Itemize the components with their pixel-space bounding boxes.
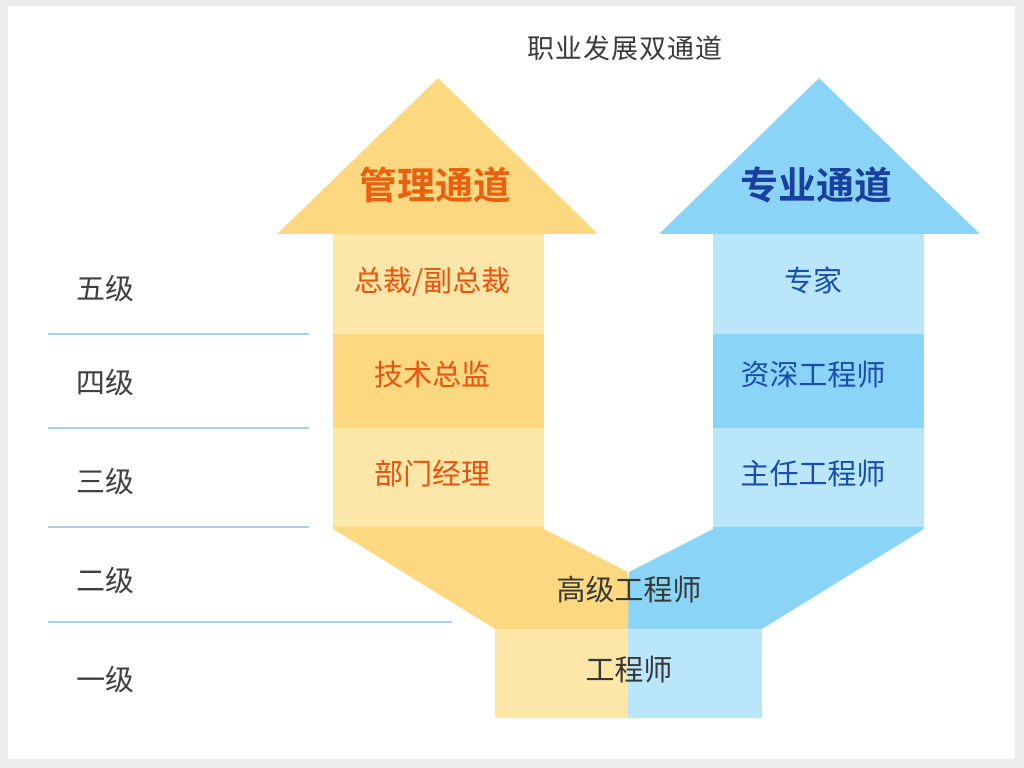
svg-text:五级: 五级 bbox=[76, 266, 134, 308]
svg-text:工程师: 工程师 bbox=[585, 647, 672, 689]
svg-text:专家: 专家 bbox=[784, 258, 842, 300]
svg-text:职业发展双通道: 职业发展双通道 bbox=[527, 27, 723, 66]
svg-text:四级: 四级 bbox=[76, 360, 134, 402]
svg-text:管理通道: 管理通道 bbox=[359, 155, 511, 210]
svg-text:资深工程师: 资深工程师 bbox=[740, 352, 885, 394]
svg-text:总裁/副总裁: 总裁/副总裁 bbox=[354, 258, 510, 300]
svg-text:主任工程师: 主任工程师 bbox=[740, 451, 885, 493]
svg-text:二级: 二级 bbox=[76, 558, 134, 600]
svg-text:专业通道: 专业通道 bbox=[740, 155, 892, 210]
svg-text:技术总监: 技术总监 bbox=[374, 352, 490, 394]
svg-text:三级: 三级 bbox=[76, 459, 134, 501]
svg-text:高级工程师: 高级工程师 bbox=[556, 567, 701, 609]
svg-text:一级: 一级 bbox=[76, 657, 134, 699]
svg-text:部门经理: 部门经理 bbox=[374, 451, 490, 493]
